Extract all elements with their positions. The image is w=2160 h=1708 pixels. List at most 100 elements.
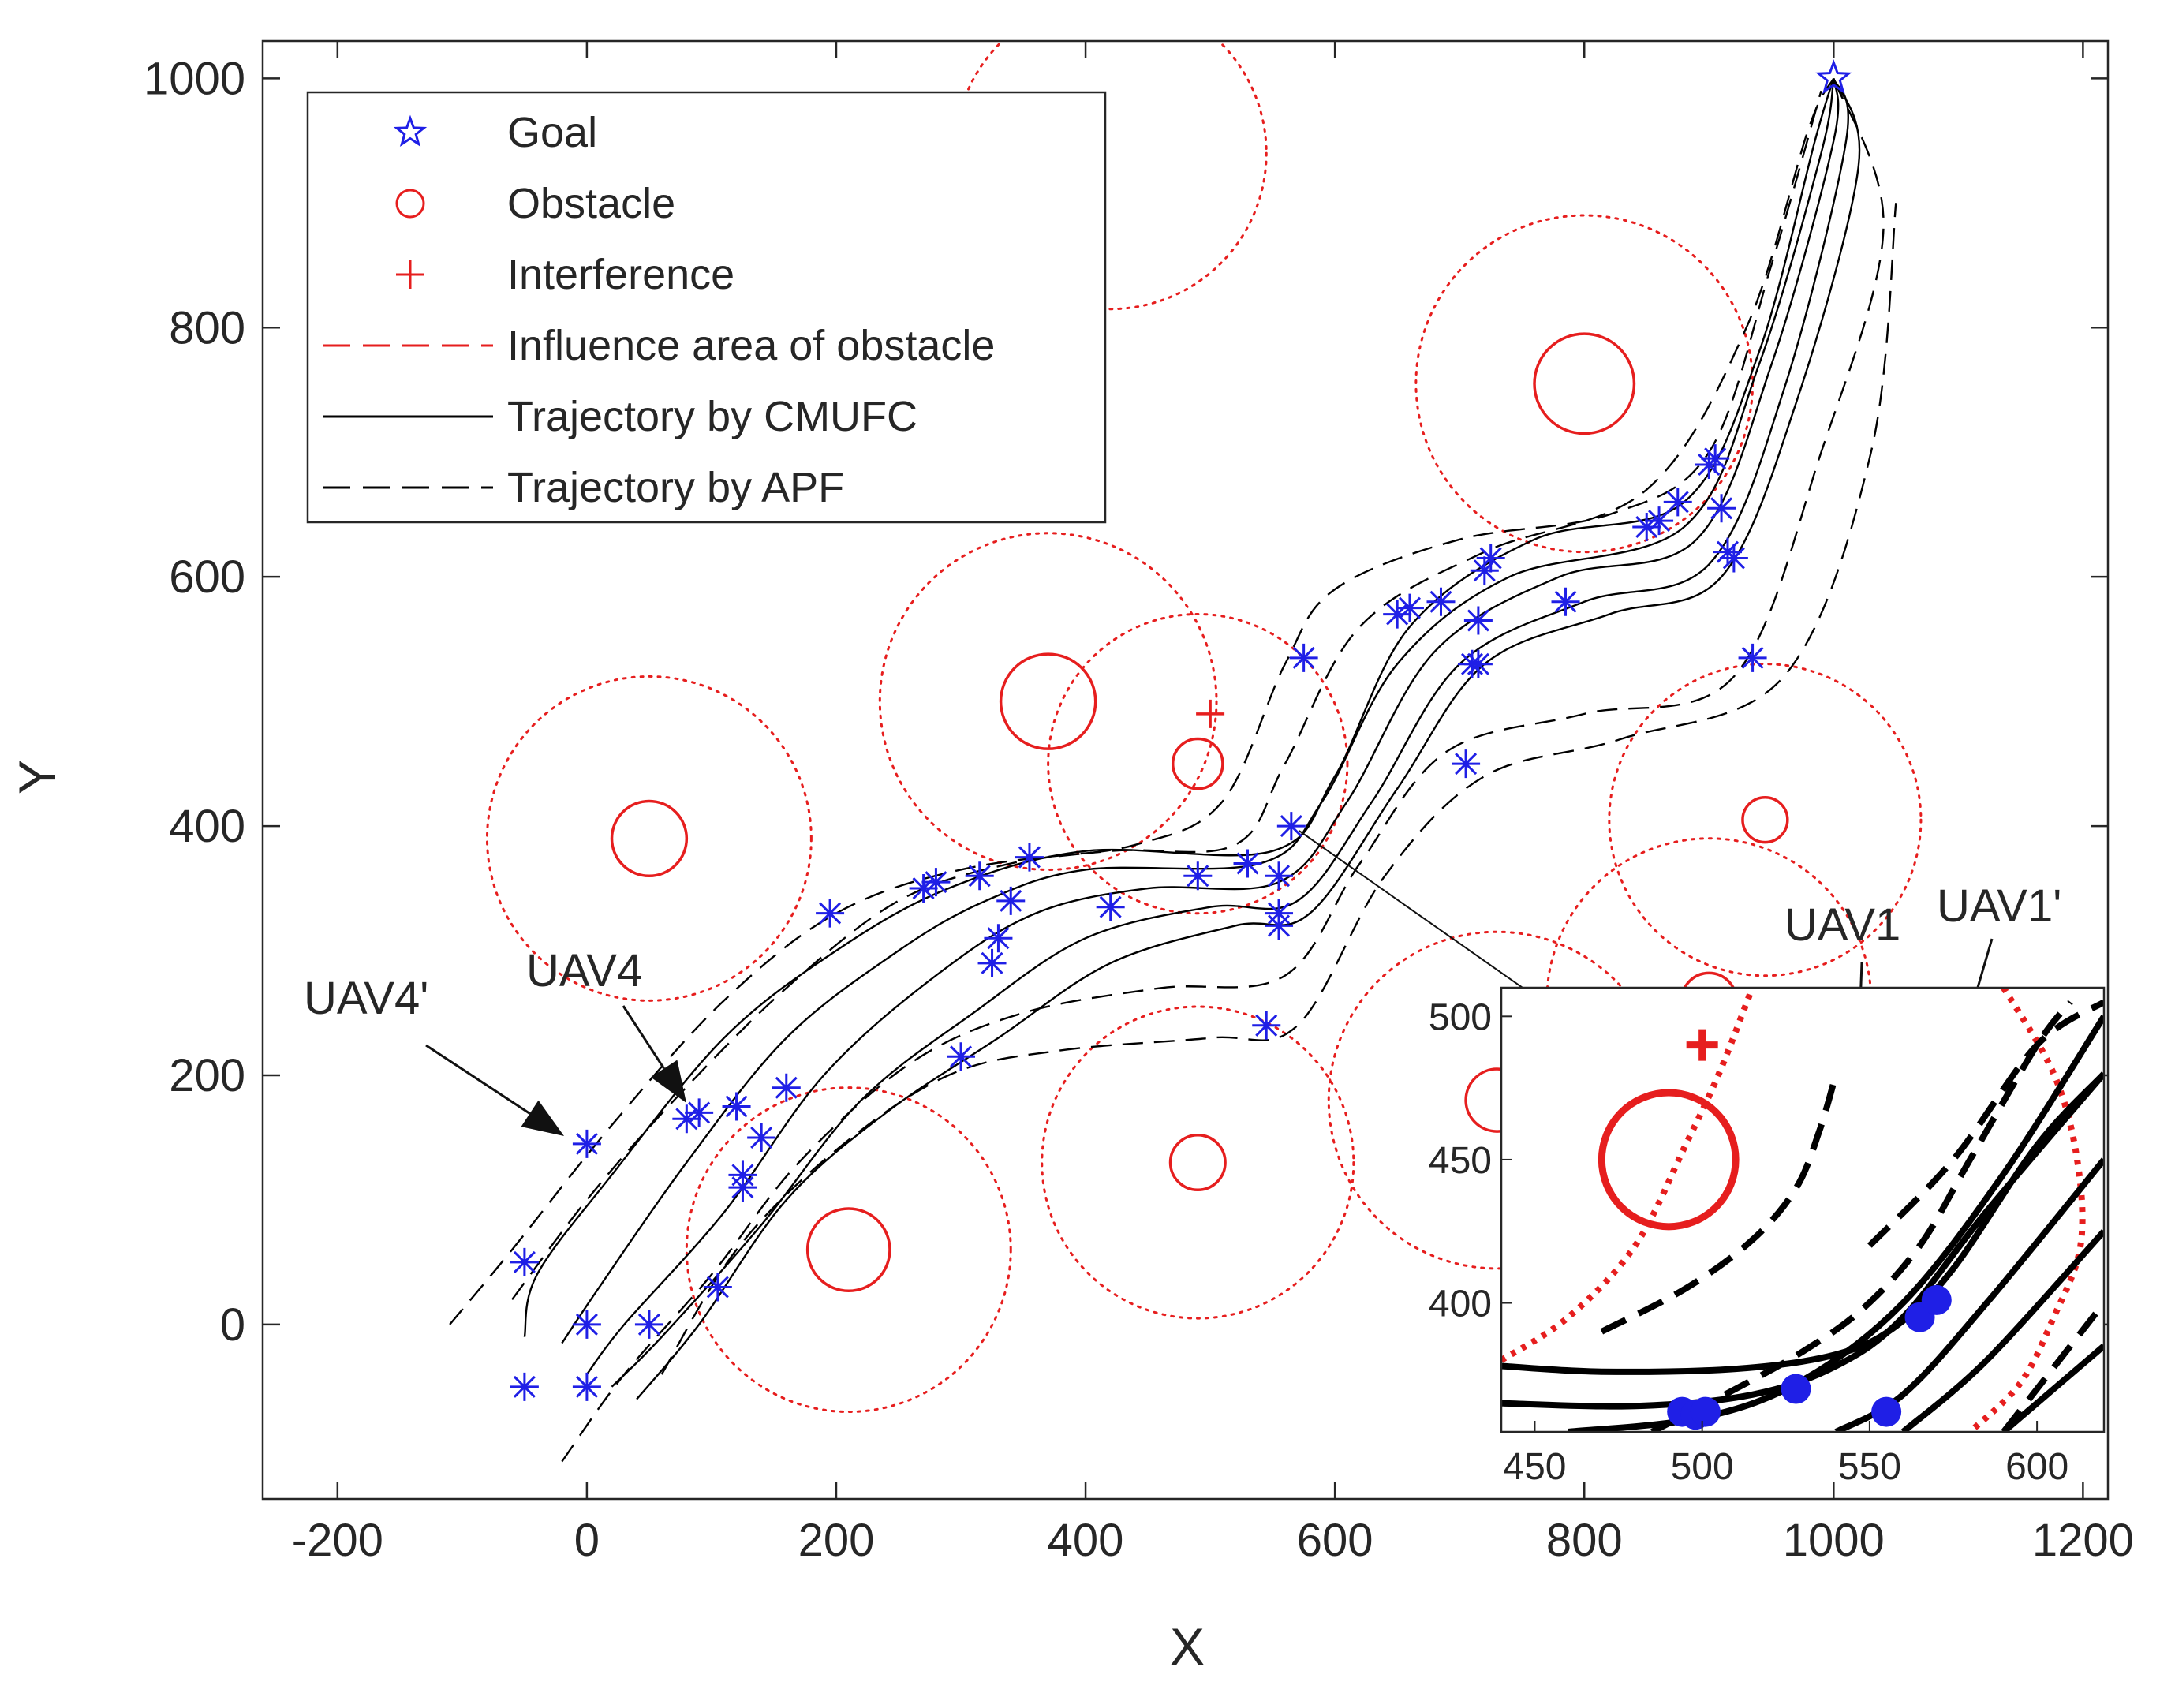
legend-label-cmufc: Trajectory by CMUFC — [507, 393, 917, 440]
trajectory-cmufc-3 — [611, 78, 1850, 1388]
inset-interference — [1686, 1029, 1718, 1061]
inset-trajectory-apf-1 — [1650, 1000, 2073, 1432]
uav-start-9 — [747, 1123, 776, 1152]
uav-marker-28 — [1632, 513, 1661, 541]
y-tick-label-1: 200 — [169, 1050, 245, 1101]
legend-label-influence: Influence area of obstacle — [507, 322, 995, 369]
inset-frame — [1500, 986, 2106, 1433]
uav-marker-24 — [1452, 749, 1481, 779]
inset-influence-1 — [1968, 988, 2086, 1432]
obstacle-2 — [999, 652, 1097, 750]
uav-start-2 — [572, 1310, 601, 1339]
legend-label-interference: Interference — [507, 251, 734, 298]
uav-marker-25 — [1470, 556, 1499, 585]
uav-marker-26 — [1476, 544, 1505, 573]
legend: Goal Obstacle Interference Influence are… — [306, 91, 1107, 524]
trajectory-apf-7 — [660, 203, 1897, 1375]
influence-area-6 — [1608, 663, 1923, 977]
uav-start-11 — [772, 1073, 801, 1102]
annotation-arrow-head-1 — [650, 1060, 686, 1103]
x-tick-label-6: 1000 — [1783, 1515, 1885, 1566]
uav-marker-27 — [1551, 587, 1580, 616]
uav-start-12 — [672, 1104, 701, 1134]
uav-start-6 — [703, 1273, 732, 1302]
inset-influence-0 — [1501, 988, 1756, 1363]
uav-start-5 — [572, 1372, 601, 1401]
inset-x-tick-label-0: 450 — [1503, 1446, 1566, 1488]
obstacle-5 — [1533, 332, 1636, 435]
uav-marker-3 — [965, 861, 994, 891]
trajectory-cmufc-0 — [523, 78, 1835, 1337]
uav-marker-5 — [984, 924, 1013, 953]
inset-x-tick-label-3: 600 — [2005, 1446, 2068, 1488]
uav-marker-19 — [1395, 593, 1424, 622]
inset-x-tick-label-2: 550 — [1838, 1446, 1901, 1488]
obstacle-6 — [1741, 795, 1789, 844]
uav-marker-2 — [921, 868, 951, 897]
inset-y-tick-label-0: 400 — [1429, 1284, 1492, 1325]
inset-trajectory-cmufc-0 — [1501, 1071, 2104, 1375]
annotation-label-1: UAV4 — [526, 945, 642, 996]
inset-uav-dot-4 — [1871, 1396, 1902, 1427]
inset-uav-dot-2 — [1690, 1396, 1721, 1427]
uav-start-3 — [634, 1310, 663, 1339]
influence-area-3 — [1047, 612, 1349, 915]
axes-layer: -200 0 200 400 600 800 1000 1200 0 200 400 600 800 10… — [144, 39, 2134, 1566]
inset-uav-dot-3 — [1781, 1374, 1811, 1404]
inset-trajectory-cmufc-1 — [1501, 1071, 2104, 1410]
y-tick-label-0: 0 — [220, 1299, 245, 1351]
uav-start-1 — [510, 1247, 539, 1276]
inset-layer: 450 500 550 600 400 450 500 — [1299, 830, 2106, 1488]
uav-marker-23 — [1463, 649, 1493, 678]
legend-symbol-goal — [393, 114, 428, 148]
annotation-arrow-head-0 — [521, 1100, 564, 1136]
x-tick-label-4: 600 — [1297, 1515, 1373, 1566]
obstacle-0 — [610, 799, 689, 878]
inset-trajectory-cmufc-5 — [2001, 1343, 2104, 1432]
trajectory-apf-6 — [561, 78, 1885, 1463]
y-tick-label-5: 1000 — [144, 53, 245, 104]
uav-marker-4 — [996, 886, 1026, 915]
legend-label-apf: Trajectory by APF — [507, 464, 844, 511]
inset-background — [1501, 988, 2104, 1432]
uav-marker-21 — [1463, 606, 1493, 635]
uav-marker-9 — [1183, 861, 1213, 891]
uav-marker-14 — [1276, 812, 1306, 841]
legend-label-obstacle: Obstacle — [507, 180, 675, 227]
uav-marker-20 — [1426, 587, 1456, 616]
uav-start-0 — [572, 1129, 601, 1158]
x-tick-label-3: 400 — [1048, 1515, 1124, 1566]
legend-box — [306, 91, 1107, 524]
uav-marker-29 — [1645, 506, 1674, 536]
inset-trajectory-cmufc-4 — [1900, 1229, 2104, 1432]
inset-trajectory-apf-0 — [1600, 1072, 1840, 1335]
uav-marker-0 — [816, 899, 845, 928]
influence-area-2 — [878, 532, 1218, 871]
x-tick-label-5: 800 — [1546, 1515, 1623, 1566]
y-axis-label: Y — [8, 760, 66, 794]
inset-uav-dot-6 — [1921, 1284, 1952, 1315]
uav-marker-8 — [1096, 892, 1125, 921]
inset-y-tick-label-2: 500 — [1429, 996, 1492, 1038]
uav-marker-30 — [1663, 488, 1692, 517]
uav-marker-18 — [1383, 600, 1412, 629]
uav-marker-6 — [977, 948, 1007, 977]
x-tick-label-1: 0 — [574, 1515, 600, 1566]
trajectory-apf-5 — [449, 77, 1835, 1325]
annotation-label-3: UAV1' — [1937, 880, 2061, 932]
x-tick-label-0: -200 — [292, 1515, 383, 1566]
x-tick-label-2: 200 — [798, 1515, 875, 1566]
annotation-arrow-line-1 — [622, 1005, 665, 1070]
trajectory-cmufc-2 — [585, 78, 1840, 1375]
uav-marker-33 — [1707, 494, 1736, 523]
uav-marker-11 — [1265, 861, 1294, 891]
inset-y-tick-label-1: 450 — [1429, 1140, 1492, 1182]
uav-marker-10 — [1233, 849, 1262, 878]
y-tick-label-3: 600 — [169, 551, 245, 603]
inset-trajectory-apf-2 — [1867, 999, 2104, 1248]
uav-start-10 — [722, 1092, 751, 1121]
annotation-label-2: UAV1 — [1784, 899, 1900, 951]
inset-connector-line — [1299, 830, 1523, 989]
